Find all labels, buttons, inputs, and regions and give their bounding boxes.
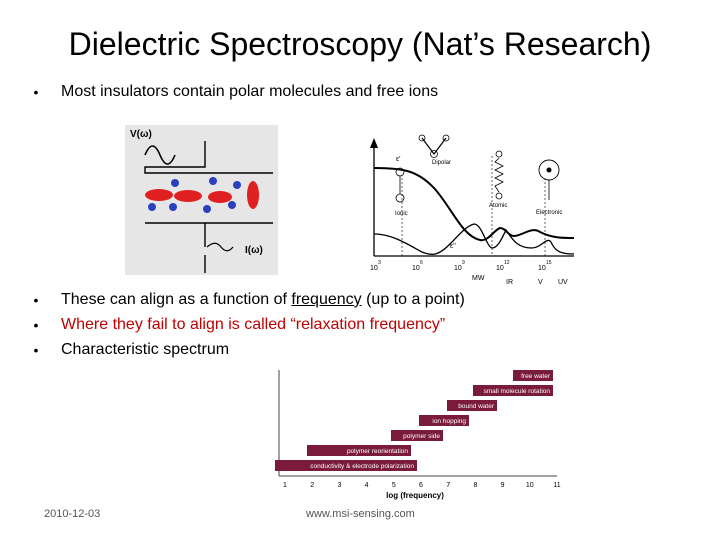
capacitor-figure: V(ω) I(ω)	[125, 125, 278, 275]
relaxation-bar-label: free water	[521, 373, 551, 380]
dipolar-label: Dipolar	[432, 160, 451, 166]
slide-title: Dielectric Spectroscopy (Nat’s Research)	[68, 26, 652, 62]
x-tick-label: 6	[419, 482, 423, 489]
current-label: I(ω)	[245, 245, 263, 256]
ac-source-icon	[144, 145, 176, 165]
x-tick-label: 8	[473, 482, 477, 489]
dipole-atom-icon	[442, 134, 450, 142]
free-ion	[148, 203, 156, 211]
x-tick-base: 10	[496, 265, 504, 272]
atomic-spring-icon	[494, 157, 504, 193]
ionic-charge-icon	[395, 193, 405, 203]
bullet-frequency-alignment: These can align as a function of frequen…	[61, 290, 465, 310]
free-ion	[228, 201, 236, 209]
x-tick-label: 7	[446, 482, 450, 489]
x-tick-base: 10	[370, 265, 378, 272]
electronic-label: Electronic	[536, 210, 562, 216]
ionic-label: Ionic	[395, 211, 408, 217]
footer-website: www.msi-sensing.com	[306, 508, 415, 520]
dipole-atom-icon	[418, 134, 426, 142]
bullet-marker: •	[33, 84, 39, 100]
ticks-layer: 1 2 3 4 5 6 7 8 9 10 11	[283, 482, 561, 489]
voltage-label: V(ω)	[130, 129, 152, 140]
relaxation-bar	[419, 415, 469, 426]
band-label-mw: MW	[472, 275, 485, 282]
x-tick-label: 11	[553, 482, 560, 489]
polar-molecule	[247, 181, 259, 209]
bullet-relaxation-frequency: Where they fail to align is called “rela…	[61, 316, 446, 333]
bottom-plate	[145, 222, 273, 273]
epsilon-double-prime-label: ε''	[450, 243, 456, 250]
polar-molecules	[145, 181, 259, 209]
atomic-atom-icon	[495, 192, 503, 200]
x-tick-base: 10	[412, 265, 420, 272]
chart-x-label: log (frequency)	[386, 491, 444, 500]
free-ions	[148, 177, 241, 213]
relaxation-bar-label: polymer side	[403, 433, 440, 440]
polar-molecule	[174, 190, 202, 202]
x-tick-label: 2	[310, 482, 314, 489]
spectrum-axes	[373, 142, 574, 257]
x-tick-exponent: 12	[504, 260, 510, 266]
polar-molecule	[145, 189, 173, 201]
free-ion	[209, 177, 217, 185]
relaxation-bar	[391, 430, 443, 441]
relaxation-bar-label: conductivity & electrode polarization	[310, 463, 414, 470]
bullet-text-post: (up to a point)	[361, 291, 465, 308]
atomic-label: Atomic	[489, 203, 507, 209]
x-tick-label: 9	[501, 482, 505, 489]
bars-layer: free water small molecule rotation bound w…	[275, 370, 553, 471]
x-tick-label: 5	[392, 482, 396, 489]
dipole-molecule-icon	[421, 137, 447, 155]
band-label-ir: IR	[506, 279, 513, 286]
bullet-polar-molecules: Most insulators contain polar molecules …	[61, 83, 439, 100]
frequency-link[interactable]: frequency	[291, 291, 362, 308]
x-tick-label: 10	[526, 482, 534, 489]
y-axis-arrow	[370, 138, 378, 148]
dielectric-spectrum-figure: ε' ε'' Ionic Dipolar Atomic Electronic 1…	[370, 134, 575, 286]
footer-date: 2010-12-03	[44, 508, 101, 520]
relaxation-bar	[513, 370, 553, 381]
bullet-marker: •	[33, 292, 39, 308]
x-tick-label: 3	[337, 482, 341, 489]
epsilon-prime-curve	[373, 167, 575, 242]
relaxation-chart: free water small molecule rotation bound w…	[275, 370, 561, 500]
x-tick-exponent: 6	[420, 260, 423, 266]
band-label-uv: UV	[558, 279, 568, 286]
relaxation-bar-label: ion hopping	[432, 418, 466, 425]
x-tick-base: 10	[454, 265, 462, 272]
x-tick-exponent: 3	[378, 260, 381, 266]
free-ion	[169, 203, 177, 211]
relaxation-bar	[307, 445, 411, 456]
x-tick-label: 4	[365, 482, 369, 489]
dipole-atom-icon	[430, 150, 438, 158]
free-ion	[203, 205, 211, 213]
relaxation-bar-label: small molecule rotation	[484, 388, 551, 395]
current-wave-icon	[206, 242, 234, 252]
x-tick-base: 10	[538, 265, 546, 272]
polar-molecule	[208, 191, 232, 203]
atomic-atom-icon	[495, 150, 503, 158]
bullet-text-pre: These can align as a function of	[61, 291, 292, 308]
relaxation-bar-label: polymer reorientation	[347, 448, 408, 455]
relaxation-bar	[473, 385, 553, 396]
epsilon-double-prime-curve	[373, 223, 575, 256]
x-tick-exponent: 9	[462, 260, 465, 266]
relaxation-bar	[275, 460, 417, 471]
bullet-marker: •	[33, 317, 39, 333]
x-tick-label: 1	[283, 482, 287, 489]
band-label-v: V	[538, 279, 543, 286]
relaxation-bar	[447, 400, 497, 411]
x-tick-exponent: 15	[546, 260, 552, 266]
nucleus-icon	[546, 167, 552, 173]
free-ion	[171, 179, 179, 187]
bullet-characteristic-spectrum: Characteristic spectrum	[61, 341, 230, 358]
top-plate	[144, 141, 273, 174]
bullet-marker: •	[33, 342, 39, 358]
epsilon-prime-label: ε'	[396, 156, 400, 163]
relaxation-bar-label: bound water	[458, 403, 495, 410]
free-ion	[233, 181, 241, 189]
